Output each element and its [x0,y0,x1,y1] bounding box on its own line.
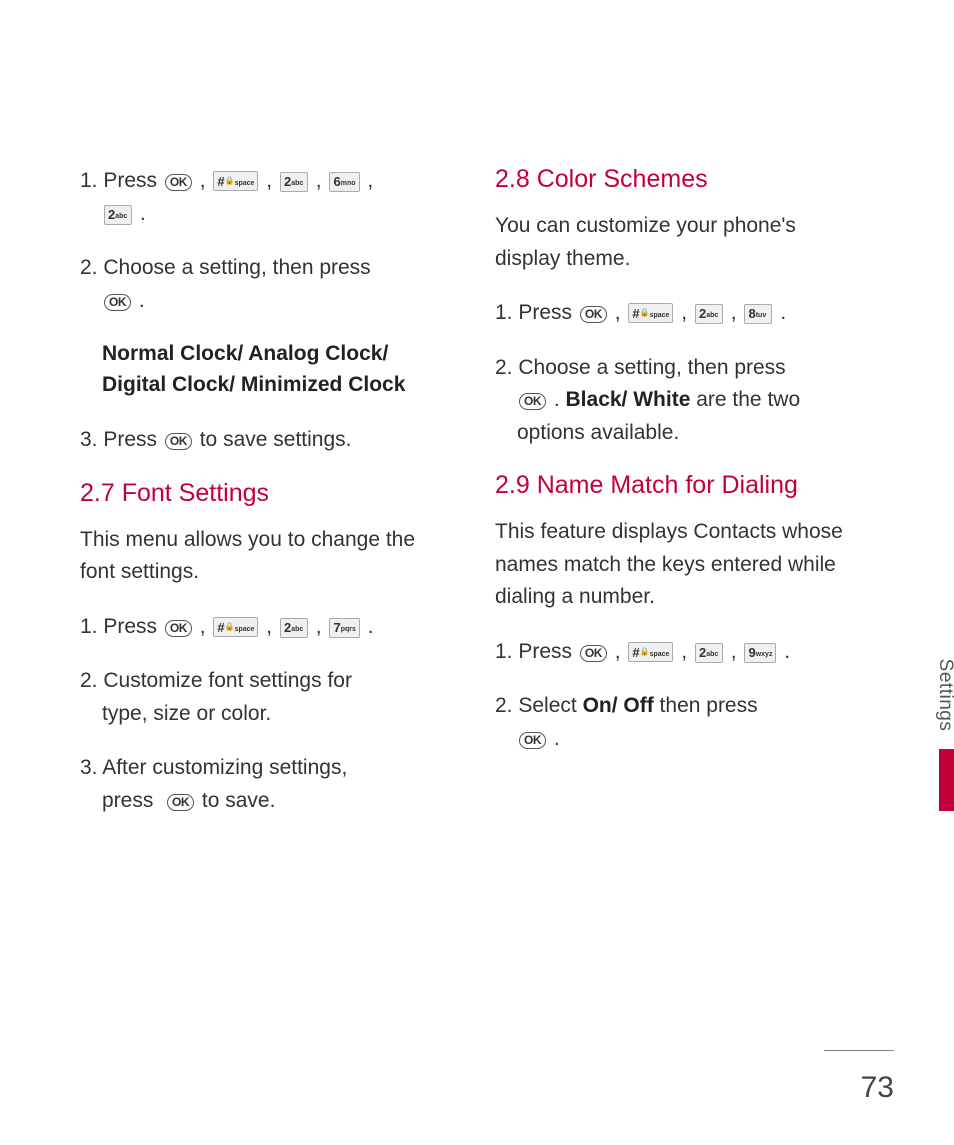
ok-key-icon: OK [580,645,607,662]
ok-key-icon: OK [519,393,546,410]
footer-rule-icon [824,1050,894,1051]
text: . [778,640,790,663]
text: . [362,615,374,638]
key-2-icon: 2abc [280,172,308,192]
heading-2-9: 2.9 Name Match for Dialing [495,471,860,500]
text: 1. Press [80,615,163,638]
page-number: 73 [794,1071,894,1105]
bw-option: Black/ White [566,388,691,411]
intro-2-9: This feature displays Contacts whose nam… [495,516,860,614]
key-2-icon: 2abc [695,643,723,663]
text: . [134,202,146,225]
key-8-icon: 8tuv [744,304,772,324]
text: 2. Choose a setting, then press [80,256,371,279]
text: 1. Press [80,169,163,192]
text: 2. Select [495,694,583,717]
ok-key-icon: OK [580,306,607,323]
key-2-icon: 2abc [104,205,132,225]
text: 2. Choose a setting, then press [495,356,786,379]
ok-key-icon: OK [104,294,131,311]
step-2-9-1: 1. Press OK , #🔒space , 2abc , 9wxyz . [495,636,860,669]
page-footer: 73 [794,1050,894,1105]
clock-options: Normal Clock/ Analog Clock/ Digital Cloc… [80,339,445,400]
intro-2-8: You can customize your phone's display t… [495,210,860,275]
hash-key-icon: #🔒space [213,617,258,637]
onoff-option: On/ Off [583,694,654,717]
step-3: 3. Press OK to save settings. [80,424,445,457]
key-9-icon: 9wxyz [744,643,776,663]
step-2-8-2: 2. Choose a setting, then press OK . Bla… [495,352,860,450]
key-2-icon: 2abc [695,304,723,324]
section-label: Settings [934,640,954,750]
step-2-7-1: 1. Press OK , #🔒space , 2abc , 7pqrs . [80,611,445,644]
text: . [774,301,786,324]
text: . [548,727,560,750]
heading-2-8: 2.8 Color Schemes [495,165,860,194]
hash-key-icon: #🔒space [628,303,673,323]
text: . [548,388,566,411]
ok-key-icon: OK [165,433,192,450]
ok-key-icon: OK [165,620,192,637]
ok-key-icon: OK [167,794,194,811]
ok-key-icon: OK [165,174,192,191]
tab-bar-icon [939,749,954,811]
key-6-icon: 6mno [329,172,359,192]
text: 3. Press [80,428,163,451]
key-7-icon: 7pqrs [329,618,359,638]
step-2-7-3: 3. After customizing settings, press OK … [80,752,445,817]
hash-key-icon: #🔒space [628,642,673,662]
intro-2-7: This menu allows you to change the font … [80,524,445,589]
right-column: 2.8 Color Schemes You can customize your… [495,165,860,839]
key-2-icon: 2abc [280,618,308,638]
step-2-8-1: 1. Press OK , #🔒space , 2abc , 8tuv . [495,297,860,330]
step-1: 1. Press OK , #🔒space , 2abc , 6mno , 2a… [80,165,445,230]
left-column: 1. Press OK , #🔒space , 2abc , 6mno , 2a… [80,165,445,839]
text: to save. [196,789,275,812]
step-2-7-2: 2. Customize font settings for type, siz… [80,665,445,730]
ok-key-icon: OK [519,732,546,749]
text: 1. Press [495,301,578,324]
text: 1. Press [495,640,578,663]
heading-2-7: 2.7 Font Settings [80,479,445,508]
text: to save settings. [200,428,352,451]
step-2-9-2: 2. Select On/ Off then press OK . [495,690,860,755]
step-2: 2. Choose a setting, then press OK . [80,252,445,317]
hash-key-icon: #🔒space [213,171,258,191]
text: then press [654,694,758,717]
section-tab: Settings [932,634,954,804]
text: . [133,289,145,312]
